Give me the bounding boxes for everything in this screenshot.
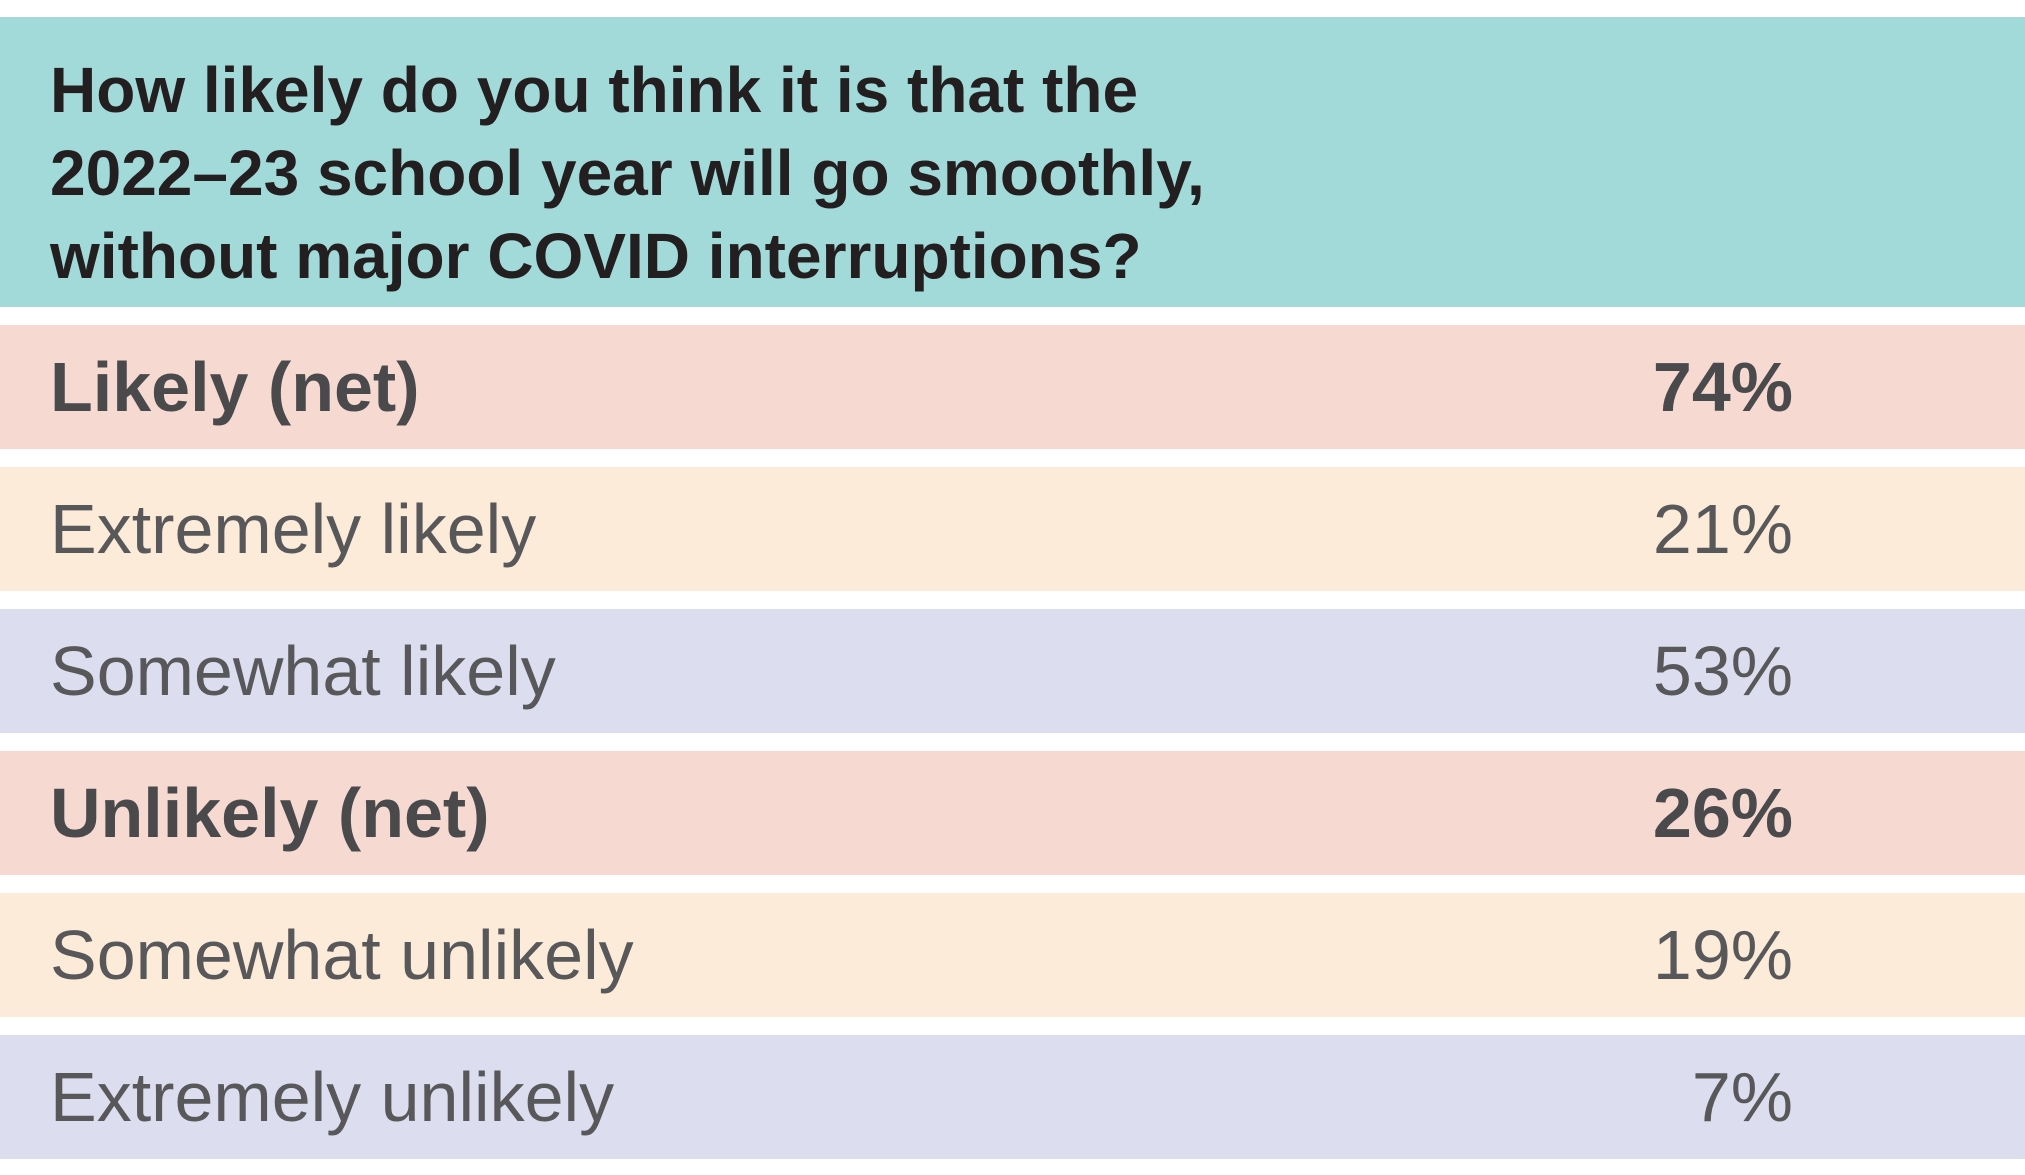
header: How likely do you think it is that the 2… [0, 17, 2025, 307]
table-row: Somewhat likely 53% [0, 609, 2025, 733]
row-value: 53% [1652, 632, 1793, 710]
table-row: Likely (net) 74% [0, 325, 2025, 449]
row-label: Extremely unlikely [50, 1058, 615, 1136]
row-label: Somewhat unlikely [50, 916, 634, 994]
row-value: 26% [1652, 774, 1793, 852]
row-value: 74% [1652, 348, 1793, 426]
row-label: Extremely likely [50, 490, 537, 568]
table-row: Extremely unlikely 7% [0, 1035, 2025, 1159]
row-label: Unlikely (net) [50, 774, 490, 852]
table-row: Extremely likely 21% [0, 467, 2025, 591]
title: How likely do you think it is that the 2… [50, 54, 1205, 292]
row-label: Likely (net) [50, 348, 420, 426]
row-value: 21% [1652, 490, 1793, 568]
row-value: 19% [1652, 916, 1793, 994]
row-value: 7% [1691, 1058, 1793, 1136]
table-row: Unlikely (net) 26% [0, 751, 2025, 875]
row-label: Somewhat likely [50, 632, 556, 710]
table-row: Somewhat unlikely 19% [0, 893, 2025, 1017]
